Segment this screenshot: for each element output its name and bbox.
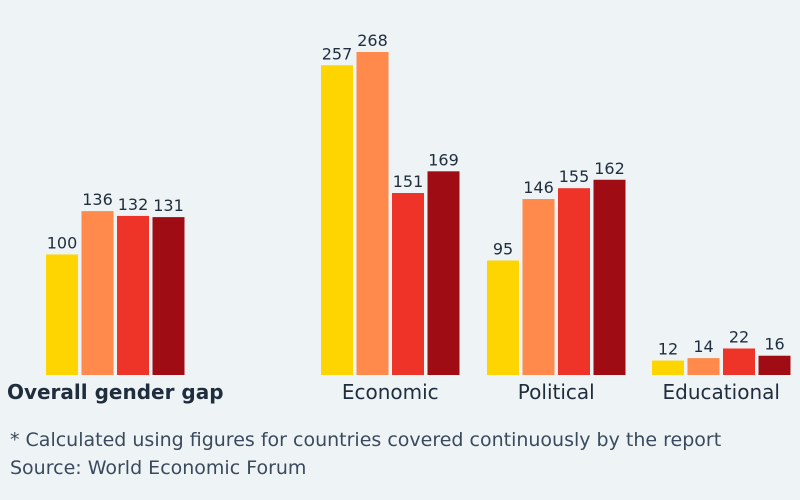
bar bbox=[117, 215, 149, 375]
bar bbox=[46, 254, 78, 375]
bar bbox=[81, 211, 114, 375]
category-label: Overall gender gap bbox=[7, 380, 224, 404]
data-label: 146 bbox=[523, 178, 554, 197]
data-label: 268 bbox=[357, 31, 388, 50]
data-label: 169 bbox=[428, 150, 459, 169]
data-label: 132 bbox=[118, 195, 149, 214]
bar bbox=[392, 193, 424, 375]
bar bbox=[593, 179, 626, 375]
data-label: 162 bbox=[594, 159, 625, 178]
bar bbox=[723, 348, 755, 375]
bar bbox=[152, 217, 185, 375]
category-label: Educational bbox=[663, 380, 780, 404]
bar bbox=[356, 52, 389, 375]
bar bbox=[321, 65, 353, 376]
bar bbox=[687, 358, 720, 375]
bar bbox=[558, 188, 590, 375]
data-label: 16 bbox=[764, 335, 784, 354]
bar bbox=[522, 199, 555, 375]
data-label: 257 bbox=[322, 44, 353, 63]
data-label: 155 bbox=[559, 167, 590, 186]
bar bbox=[758, 355, 791, 375]
category-label: Political bbox=[518, 380, 595, 404]
data-label: 22 bbox=[729, 327, 749, 346]
bar bbox=[487, 260, 519, 375]
data-label: 12 bbox=[658, 340, 678, 359]
category-label: Economic bbox=[342, 380, 439, 404]
data-label: 136 bbox=[82, 190, 113, 209]
data-label: 95 bbox=[493, 240, 513, 259]
data-label: 14 bbox=[693, 337, 713, 356]
source-note: Source: World Economic Forum bbox=[10, 457, 307, 479]
bar bbox=[427, 171, 460, 375]
footnote: * Calculated using figures for countries… bbox=[10, 429, 722, 451]
bar bbox=[652, 360, 684, 375]
data-label: 151 bbox=[393, 172, 424, 191]
data-label: 100 bbox=[47, 233, 78, 252]
data-label: 131 bbox=[153, 196, 184, 215]
